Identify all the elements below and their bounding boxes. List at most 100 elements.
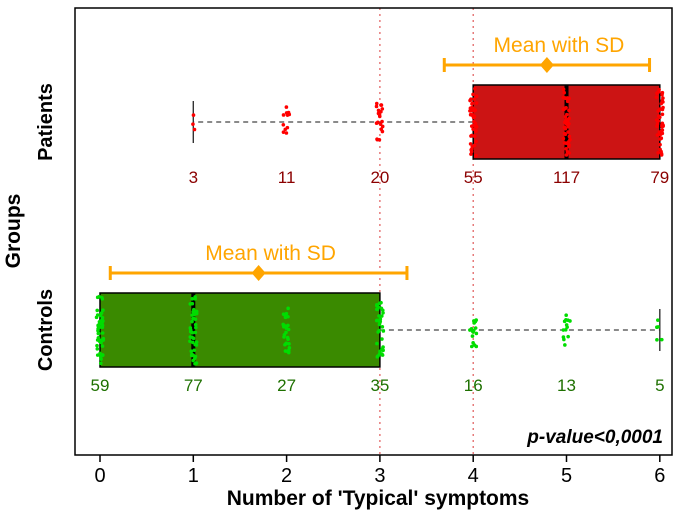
controls-point (566, 334, 570, 339)
x-tick-label-3: 3 (374, 465, 385, 487)
patients-point (562, 107, 566, 111)
controls-point (377, 328, 381, 333)
patients-point (657, 87, 661, 92)
y-axis-title: Groups (2, 194, 25, 269)
controls-point (101, 336, 106, 341)
patients-point (191, 113, 196, 117)
patients-point (191, 122, 195, 126)
patients-point (659, 136, 664, 141)
controls-point (97, 294, 102, 299)
patients-point (654, 95, 659, 99)
patients-point (281, 130, 286, 134)
controls-point (380, 353, 385, 357)
patients-point (473, 86, 477, 91)
controls-point (380, 347, 384, 351)
controls-point (374, 318, 379, 323)
controls-point (98, 351, 102, 356)
patients-point (658, 147, 662, 152)
patients-point (567, 134, 572, 139)
patients-point (380, 107, 385, 111)
controls-point (378, 317, 383, 321)
controls-point (191, 353, 196, 358)
controls-point (380, 325, 385, 329)
patients-point (470, 113, 474, 117)
controls-count-4: 16 (464, 376, 483, 395)
patients-point (474, 125, 479, 129)
controls-point (98, 361, 103, 366)
controls-point (380, 337, 384, 341)
controls-point (191, 310, 196, 314)
controls-point (190, 301, 195, 306)
controls-point (99, 311, 104, 315)
patients-point (563, 126, 568, 131)
patients-point (656, 114, 661, 118)
controls-point (192, 348, 197, 353)
patients-mean-sd-label: Mean with SD (494, 34, 625, 57)
controls-point (656, 318, 660, 322)
x-axis-title: Number of 'Typical' symptoms (227, 487, 530, 510)
patients-point (374, 104, 379, 109)
controls-point (470, 334, 475, 338)
patients-point (469, 106, 474, 110)
patients-count-3: 20 (370, 168, 389, 187)
patients-point (563, 115, 568, 119)
patients-point (561, 87, 566, 92)
plot-background (75, 8, 672, 455)
controls-point (375, 341, 379, 346)
controls-point (193, 356, 197, 360)
patients-point (379, 103, 384, 107)
controls-point (95, 347, 100, 351)
group-label-controls: Controls (35, 289, 57, 371)
patients-point (284, 131, 289, 135)
controls-point (194, 325, 198, 330)
patients-point (564, 147, 568, 151)
patients-point (655, 122, 660, 126)
patients-point (562, 141, 567, 145)
patients-count-1: 3 (189, 168, 198, 187)
patients-point (565, 99, 570, 104)
controls-point (287, 342, 291, 346)
controls-point (284, 326, 289, 330)
patients-point (659, 153, 664, 157)
patients-point (472, 134, 477, 138)
patients-point (377, 114, 382, 119)
patients-point (565, 122, 569, 126)
controls-point (286, 337, 290, 342)
controls-point (193, 330, 198, 335)
controls-point (97, 322, 102, 326)
controls-point (193, 296, 197, 301)
patients-point (472, 97, 477, 101)
controls-box (99, 292, 381, 368)
patients-point (285, 125, 290, 130)
controls-count-6: 5 (655, 376, 664, 395)
patients-point (471, 92, 475, 97)
controls-point (284, 330, 288, 335)
controls-point (379, 300, 383, 305)
controls-point (471, 328, 476, 333)
controls-mean-diamond (251, 265, 266, 281)
x-tick-label-1: 1 (188, 465, 199, 487)
controls-point (191, 336, 196, 341)
x-tick-label-5: 5 (561, 465, 572, 487)
controls-point (189, 349, 194, 354)
controls-point (194, 361, 199, 366)
controls-point (563, 343, 567, 347)
patients-point (474, 153, 478, 158)
controls-mean-sd-label: Mean with SD (205, 242, 336, 265)
controls-count-1: 77 (184, 376, 203, 395)
patients-count-5: 117 (553, 168, 580, 187)
controls-point (377, 322, 382, 327)
patients-point (567, 143, 571, 147)
patients-point (474, 94, 479, 99)
patients-point (376, 108, 381, 113)
controls-count-5: 13 (557, 376, 576, 395)
controls-point (281, 312, 286, 317)
controls-point (286, 323, 290, 328)
patients-point (474, 129, 478, 133)
x-tick-label-4: 4 (468, 465, 479, 487)
controls-point (655, 325, 659, 329)
controls-point (99, 357, 103, 361)
patients-point (655, 133, 660, 137)
patients-point (561, 136, 566, 141)
